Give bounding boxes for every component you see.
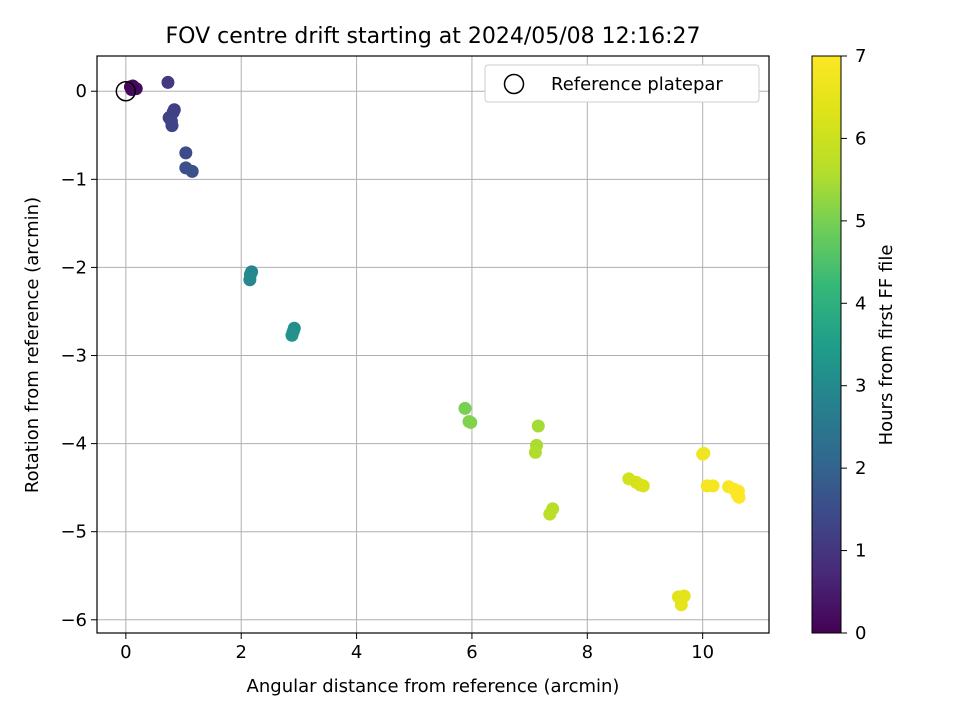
legend-marker	[503, 73, 525, 95]
data-point	[458, 401, 472, 415]
colorbar-tick-label: 2	[855, 458, 866, 479]
legend-label: Reference platepar	[551, 74, 723, 95]
colorbar-tick-label: 1	[855, 541, 866, 562]
data-point	[179, 146, 193, 160]
legend-box	[484, 64, 760, 103]
data-point	[528, 445, 542, 459]
x-tick-label: 6	[466, 642, 477, 663]
x-tick-label: 8	[582, 642, 593, 663]
x-tick-label: 10	[691, 642, 714, 663]
data-point	[697, 446, 711, 460]
y-tick-label: −4	[60, 434, 87, 455]
y-tick-label: −3	[60, 346, 87, 367]
data-point	[732, 490, 746, 504]
data-point	[464, 415, 478, 429]
chart-title: FOV centre drift starting at 2024/05/08 …	[166, 24, 701, 49]
grid-lines	[97, 56, 769, 633]
x-tick-label: 0	[120, 642, 131, 663]
colorbar-tick-label: 3	[855, 376, 866, 397]
colorbar-ticks: 0 1 2 3 4 5 6 7	[841, 46, 866, 644]
axis-ticks: 0 2 4 6 8 10 0 −1 −2 −3 −4 −5 −6	[60, 81, 714, 663]
data-point	[543, 507, 557, 521]
y-tick-label: −6	[60, 610, 87, 631]
data-point	[161, 75, 175, 89]
data-point	[185, 164, 199, 178]
colorbar: 0 1 2 3 4 5 6 7 Hours from first FF file	[811, 46, 897, 644]
colorbar-tick-label: 0	[855, 623, 866, 644]
x-tick-label: 4	[351, 642, 362, 663]
y-tick-label: −1	[60, 169, 87, 190]
colorbar-tick-label: 4	[855, 293, 866, 314]
data-point	[706, 479, 720, 493]
y-tick-label: 0	[76, 81, 87, 102]
data-points	[123, 75, 746, 612]
x-axis-label: Angular distance from reference (arcmin)	[247, 676, 620, 697]
colorbar-label: Hours from first FF file	[876, 245, 897, 446]
y-tick-label: −2	[60, 257, 87, 278]
data-point	[636, 479, 650, 493]
data-point	[165, 119, 179, 133]
colorbar-tick-label: 6	[855, 128, 866, 149]
data-point	[531, 419, 545, 433]
y-axis-label: Rotation from reference (arcmin)	[22, 197, 43, 493]
y-tick-label: −5	[60, 522, 87, 543]
legend: Reference platepar	[484, 64, 760, 103]
colorbar-tick-label: 5	[855, 211, 866, 232]
plot-frame	[96, 55, 770, 634]
data-point	[674, 598, 688, 612]
data-point	[243, 273, 257, 287]
colorbar-gradient	[811, 55, 842, 634]
colorbar-tick-label: 7	[855, 46, 866, 67]
reference-marker	[115, 80, 137, 102]
x-tick-label: 2	[235, 642, 246, 663]
data-point	[285, 328, 299, 342]
